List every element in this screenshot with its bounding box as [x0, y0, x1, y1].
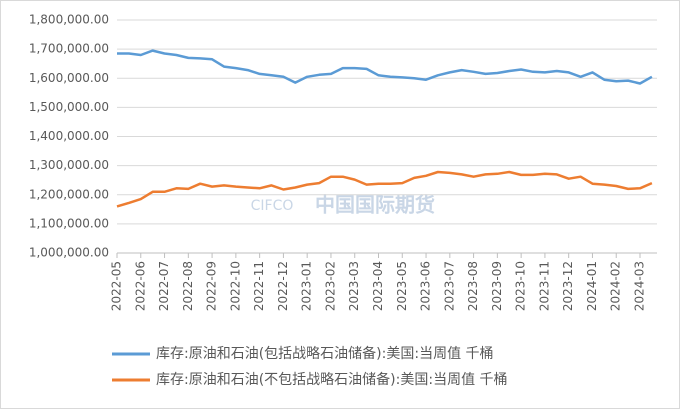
y-tick-label: 1,500,000.00 — [29, 100, 109, 114]
y-tick-label: 1,000,000.00 — [29, 246, 109, 260]
y-tick-label: 1,200,000.00 — [29, 187, 109, 201]
legend-label: 库存:原油和石油(包括战略石油储备):美国:当周值 千桶 — [156, 345, 494, 362]
legend-label: 库存:原油和石油(不包括战略石油储备):美国:当周值 千桶 — [156, 371, 508, 388]
x-tick-label: 2022-05 — [110, 261, 124, 311]
x-tick-label: 2022-06 — [133, 261, 147, 311]
x-tick-label: 2024-02 — [609, 261, 623, 311]
x-tick-label: 2023-07 — [442, 261, 456, 311]
x-tick-label: 2023-02 — [323, 261, 337, 311]
x-tick-label: 2022-12 — [276, 261, 290, 311]
series-line — [116, 170, 653, 208]
x-tick-label: 2022-10 — [228, 261, 242, 311]
x-tick-label: 2023-04 — [371, 261, 385, 311]
x-tick-label: 2023-01 — [300, 261, 314, 311]
watermark-logo: CIFCO — [251, 198, 294, 214]
x-tick-label: 2022-08 — [181, 261, 195, 311]
x-tick-label: 2022-11 — [252, 261, 266, 311]
x-tick-label: 2024-03 — [633, 261, 647, 311]
x-tick-label: 2023-06 — [419, 261, 433, 311]
x-tick-label: 2023-03 — [347, 261, 361, 311]
x-tick-label: 2023-09 — [490, 261, 504, 311]
x-tick-label: 2023-08 — [466, 261, 480, 311]
x-tick-label: 2023-10 — [514, 261, 528, 311]
x-tick-label: 2023-11 — [537, 261, 551, 311]
x-tick-label: 2024-01 — [585, 261, 599, 311]
series-line — [117, 49, 653, 85]
y-tick-label: 1,100,000.00 — [29, 216, 109, 230]
x-tick-label: 2023-12 — [561, 261, 575, 311]
y-tick-label: 1,800,000.00 — [29, 13, 109, 27]
y-tick-label: 1,300,000.00 — [29, 158, 109, 172]
x-tick-label: 2023-05 — [395, 261, 409, 311]
x-tick-label: 2022-09 — [205, 261, 219, 311]
y-tick-label: 1,700,000.00 — [29, 42, 109, 56]
watermark: 中国国际期货 — [315, 193, 435, 217]
y-tick-label: 1,400,000.00 — [29, 129, 109, 143]
x-tick-label: 2022-07 — [157, 261, 171, 311]
y-tick-label: 1,600,000.00 — [29, 71, 109, 85]
